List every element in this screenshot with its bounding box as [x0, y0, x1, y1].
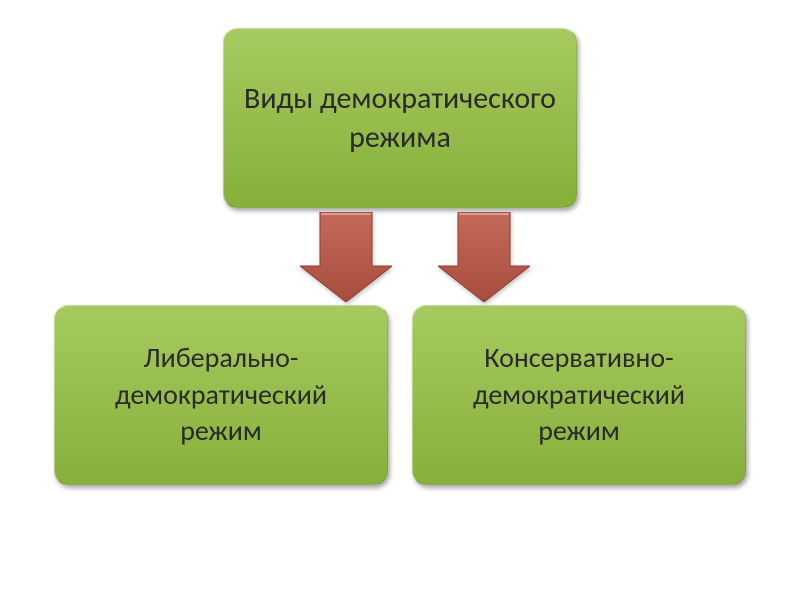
node-left: Либерально-демократический режим — [54, 305, 388, 485]
node-right: Консервативно-демократический режим — [412, 305, 746, 485]
diagram-canvas: Виды демократического режима Либерально-… — [0, 0, 800, 600]
node-root-label: Виды демократического режима — [244, 79, 556, 157]
node-left-label: Либерально-демократический режим — [75, 340, 367, 449]
arrow-down-right-icon — [438, 212, 530, 302]
node-right-label: Консервативно-демократический режим — [433, 340, 725, 449]
node-root: Виды демократического режима — [223, 28, 577, 208]
arrow-down-left-icon — [300, 212, 392, 302]
